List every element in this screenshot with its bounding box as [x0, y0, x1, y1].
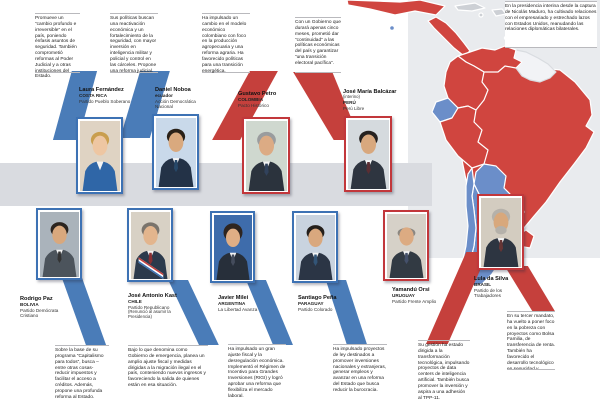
leader-name-card: Yamandú Orsi URUGUAY Partido Frente Ampl…	[392, 287, 440, 304]
leader-name: Yamandú Orsi	[392, 287, 430, 293]
leader-country: URUGUAY	[392, 293, 415, 299]
leader-note: (Renunció al asumir la Presidencia)	[128, 309, 171, 320]
leader-portrait	[210, 211, 255, 283]
leader-name: José Antonio Kast	[128, 293, 177, 299]
leader-name: José María Balcázar	[343, 89, 397, 95]
leader-party: Partido de los Trabajadores	[474, 287, 503, 299]
leader-name: Rodrigo Paz	[20, 296, 53, 302]
leader-description: Promueve un “cambio profundo e irreversi…	[35, 13, 80, 79]
leader-description: Su gestión ha estado dirigida a la trans…	[418, 340, 470, 400]
leader-name-card: Gustavo Petro COLOMBIA Pacto Histórico	[238, 91, 290, 108]
leader-portrait	[292, 211, 338, 283]
leader-country: PERÚ	[343, 100, 356, 106]
leader-name-card: José Antonio Kast CHILE Partido Republic…	[128, 293, 188, 320]
interim-president-note: En la presidencia interina desde la capt…	[505, 1, 597, 48]
leader-description: Bajo lo que denomina como Gobierno de em…	[128, 345, 208, 389]
leader-name-card: Laura Fernández COSTA RICA Partido Puebl…	[79, 87, 131, 104]
leader-party: Partido Republicano	[128, 304, 170, 310]
leader-name-card: Rodrigo Paz BOLIVIA Partido Demócrata Cr…	[20, 296, 72, 318]
leader-description: Ha impulsado un gran ajuste fiscal y la …	[228, 344, 286, 400]
leader-description: Con un Gobierno que durará apenas cinco …	[295, 17, 341, 73]
connector-ribbon	[246, 280, 293, 345]
leader-name: Gustavo Petro	[238, 91, 277, 97]
leader-country: BOLIVIA	[20, 302, 39, 308]
leader-party: Partido Demócrata Cristiano	[20, 307, 59, 319]
leader-party: Pacto Histórico	[238, 102, 269, 108]
leader-name: Laura Fernández	[79, 87, 124, 93]
leader-description: Ha impulsado un cambio en el modelo econ…	[202, 13, 250, 74]
leader-party: La Libertad Avanza	[218, 306, 258, 312]
leader-name: Javier Milei	[218, 295, 249, 301]
leader-name-card: Daniel Noboa ecuador Acción Democrática …	[155, 87, 201, 109]
leader-portrait	[242, 117, 290, 194]
leader-name: Lula da Silva	[474, 276, 509, 282]
leader-country: CHILE	[128, 299, 142, 305]
leader-country: COSTA RICA	[79, 93, 108, 99]
leader-description: Sus políticas buscan una reactivación ec…	[110, 13, 158, 74]
leader-name-card: José María Balcázar (interino) PERÚ Perú…	[343, 89, 399, 111]
leader-portrait	[76, 117, 123, 194]
leader-country: ecuador	[155, 93, 173, 99]
leader-party: Partido Pueblo Soberano	[79, 98, 131, 104]
leader-portrait	[383, 210, 429, 281]
leader-name: Santiago Peña	[298, 295, 337, 301]
leader-party: Partido Colorado	[298, 306, 333, 312]
leader-portrait	[36, 208, 82, 280]
leader-description: En su tercer mandato, ha vuelto a poner …	[507, 311, 555, 370]
leader-party: Perú Libre	[343, 105, 365, 111]
leader-name-card: Lula da Silva BRASIL Partido de los Trab…	[474, 276, 524, 298]
leader-note: (interino)	[343, 94, 360, 100]
leader-name-card: Santiago Peña PARAGUAY Partido Colorado	[298, 295, 348, 312]
leader-description: Ha impulsado proyectos de ley destinados…	[333, 344, 387, 394]
leader-portrait	[127, 208, 173, 282]
leader-country: ARGENTINA	[218, 301, 246, 307]
leader-name: Daniel Noboa	[155, 87, 191, 93]
leader-portrait	[152, 114, 199, 190]
leader-party: Acción Democrática Nacional	[155, 98, 196, 110]
leader-country: BRASIL	[474, 282, 492, 288]
leader-description: Sobre la base de su programa “Capitalism…	[55, 345, 109, 400]
leader-portrait	[344, 116, 392, 192]
leader-portrait	[477, 194, 524, 270]
leader-country: PARAGUAY	[298, 301, 324, 307]
leader-country: COLOMBIA	[238, 97, 264, 103]
leader-party: Partido Frente Amplio	[392, 298, 437, 304]
leader-name-card: Javier Milei ARGENTINA La Libertad Avanz…	[218, 295, 270, 312]
